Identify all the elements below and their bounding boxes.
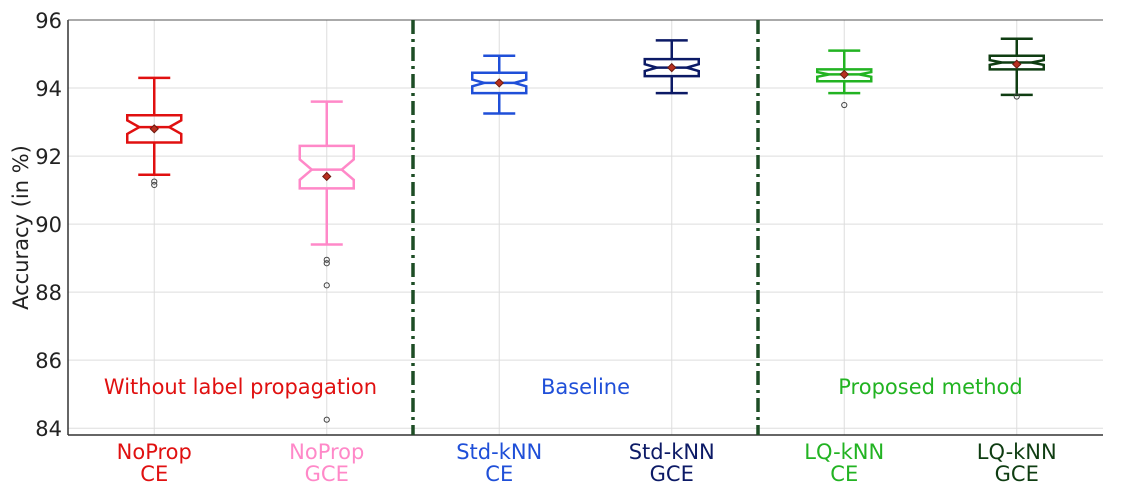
x-tick-label-line1: Std-kNN [456, 440, 542, 464]
mean-marker [667, 62, 677, 73]
box-plot-item [471, 54, 528, 115]
axis-layer: 84 86 88 90 92 94 96 Accuracy (in %) [9, 9, 1103, 441]
grid-layer [68, 19, 1103, 435]
outlier-point [151, 178, 158, 185]
box-plot-item [298, 100, 355, 423]
outlier-point [151, 181, 158, 189]
mean-marker [494, 78, 504, 88]
x-tick-label-line1: NoProp [117, 440, 192, 464]
y-tick-label: 94 [35, 77, 62, 101]
y-tick-label: 84 [35, 417, 62, 441]
y-tick-label: 86 [35, 349, 62, 373]
group-label: Without label propagation [104, 375, 377, 399]
x-tick-label-line2: CE [830, 462, 858, 483]
notched-box [298, 144, 355, 190]
box-plot-item [643, 39, 700, 95]
notched-box [643, 57, 700, 78]
mean-marker [1012, 59, 1022, 69]
x-tick-label-line2: GCE [305, 462, 349, 483]
box-layer [126, 37, 1045, 423]
box-plot-item [816, 49, 873, 109]
outlier-point [323, 416, 330, 423]
outlier-point [1013, 93, 1020, 100]
notched-box [988, 54, 1045, 71]
x-tick-label-line2: GCE [650, 462, 694, 483]
x-tick-label-line1: NoProp [289, 440, 364, 464]
outlier-point [323, 256, 330, 263]
mean-marker [149, 124, 159, 134]
box-plot-item [126, 76, 183, 189]
notched-box [126, 113, 183, 144]
x-tick-label-line2: GCE [995, 462, 1039, 483]
outlier-point [323, 260, 330, 267]
outlier-point [841, 101, 848, 109]
label-layer: NoPropCENoPropGCEStd-kNNCEStd-kNNGCELQ-k… [104, 375, 1057, 486]
y-tick-label: 96 [35, 9, 62, 33]
mean-marker [322, 171, 332, 182]
notched-box [816, 68, 873, 83]
y-tick-label: 92 [35, 145, 62, 169]
group-label: Baseline [541, 375, 630, 399]
outlier-point [323, 282, 330, 289]
x-tick-label-line1: LQ-kNN [977, 440, 1057, 464]
x-tick-label-line2: CE [140, 462, 168, 483]
mean-marker [839, 69, 849, 80]
y-tick-label: 90 [35, 213, 62, 237]
y-axis-label: Accuracy (in %) [9, 145, 33, 310]
box-plot-item [988, 37, 1045, 100]
notched-box [471, 71, 528, 95]
x-tick-label-line1: LQ-kNN [804, 440, 884, 464]
x-tick-label-line1: Std-kNN [629, 440, 715, 464]
group-label: Proposed method [838, 375, 1022, 399]
x-tick-label-line2: CE [485, 462, 513, 483]
y-tick-label: 88 [35, 281, 62, 305]
